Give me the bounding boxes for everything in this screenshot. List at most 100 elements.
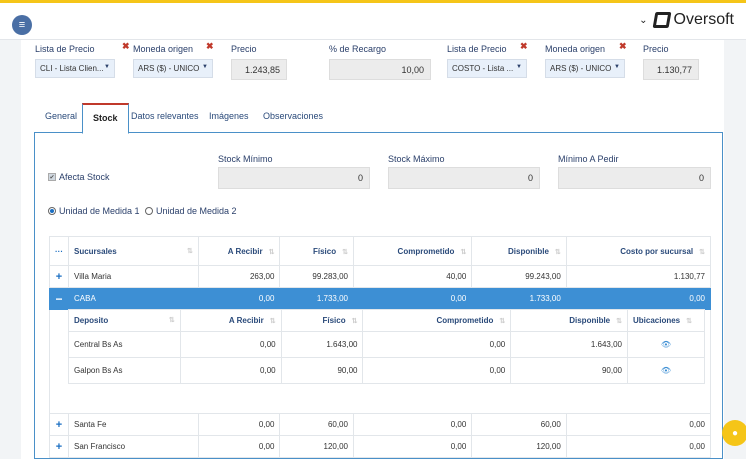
sort-icon: ⇅ [460, 248, 467, 256]
cell: 1.733,00 [471, 287, 567, 310]
cell: Santa Fe [68, 413, 199, 436]
column-header[interactable]: Comprometido ⇅ [362, 309, 512, 332]
moneda-origen-select[interactable]: ARS ($) - UNICO ▼ [133, 59, 213, 78]
cell: 0,00 [197, 435, 281, 458]
header-label: Costo por sucursal [620, 246, 694, 256]
column-header[interactable]: Disponible ⇅ [510, 309, 628, 332]
lista-precio-select[interactable]: CLI - Lista Clien... ▼ [35, 59, 115, 78]
sort-icon: ⇅ [699, 248, 705, 256]
table-row[interactable]: Galpon Bs As 0,00 90,00 0,00 90,00 👁 [68, 357, 705, 384]
cell: 1.733,00 [279, 287, 354, 310]
unidad-medida-2-radio[interactable]: Unidad de Medida 2 [145, 206, 237, 216]
unidad-medida-1-radio[interactable]: Unidad de Medida 1 [48, 206, 140, 216]
column-header[interactable]: Físico ⇅ [279, 236, 354, 266]
cell: 99.243,00 [471, 265, 567, 288]
cell: 0,00 [565, 287, 712, 310]
hamburger-icon[interactable]: ≡ [12, 15, 32, 35]
cell: CABA [68, 287, 199, 310]
column-header[interactable]: Disponible ⇅ [471, 236, 567, 266]
caret-down-icon: ▼ [516, 64, 522, 70]
tab-imagenes[interactable]: Imágenes [209, 111, 249, 121]
tab-datos-relevantes[interactable]: Datos relevantes [131, 111, 199, 121]
column-header[interactable]: Comprometido ⇅ [352, 236, 473, 266]
table-row[interactable]: + Villa Maria 263,00 99.283,00 40,00 99.… [49, 265, 712, 288]
lista-precio-select[interactable]: COSTO - Lista ... ▼ [447, 59, 527, 78]
moneda-origen-select[interactable]: ARS ($) - UNICO ▼ [545, 59, 625, 78]
field-label: Precio [231, 44, 257, 54]
tab-observaciones[interactable]: Observaciones [263, 111, 324, 121]
cell: 120,00 [279, 435, 354, 458]
table-header-row: ··· Sucursales ⇅ A Recibir ⇅ Físico ⇅ Compr… [49, 236, 712, 266]
lista-precio-costo-field: Lista de Precio ✖ COSTO - Lista ... ▼ [447, 41, 537, 84]
column-header[interactable]: Físico ⇅ [280, 309, 364, 332]
stock-minimo-input[interactable]: 0 [218, 167, 370, 189]
sort-icon: ⇅ [342, 248, 348, 256]
tab-stock[interactable]: Stock [82, 103, 129, 134]
cell: 1.643,00 [280, 331, 364, 358]
chevron-down-icon[interactable]: ⌄ [639, 14, 648, 26]
remove-icon[interactable]: ✖ [206, 41, 214, 51]
eye-icon[interactable]: 👁 [627, 331, 705, 358]
cell: 263,00 [197, 265, 281, 288]
moneda-origen-field-2: Moneda origen ✖ ARS ($) - UNICO ▼ [545, 41, 635, 84]
sort-icon: ⇅ [499, 318, 506, 325]
sort-icon: ⇅ [168, 317, 175, 324]
afecta-stock-label: Afecta Stock [59, 172, 110, 182]
recargo-field: % de Recargo 10,00 [329, 44, 439, 84]
field-label: Moneda origen [133, 44, 194, 54]
cell: Galpon Bs As [68, 357, 181, 384]
column-header[interactable]: Deposito ⇅ [68, 309, 181, 332]
brand-name: Oversoft [673, 11, 734, 28]
select-value: ARS ($) - UNICO [550, 64, 612, 73]
expand-icon[interactable]: + [49, 413, 69, 436]
expand-icon[interactable]: + [49, 265, 69, 288]
cell: 0,00 [362, 331, 512, 358]
checkmark-icon: ✔ [48, 173, 56, 181]
precio-field-2: Precio 1.130,77 [643, 44, 713, 84]
minimo-pedir-input[interactable]: 0 [558, 167, 711, 189]
tab-general[interactable]: General [45, 111, 78, 121]
cell: 0,00 [565, 413, 712, 436]
column-menu-icon[interactable]: ··· [49, 236, 69, 266]
sort-icon: ⇅ [351, 318, 358, 325]
select-value: COSTO - Lista ... [452, 64, 514, 73]
remove-icon[interactable]: ✖ [619, 41, 627, 51]
collapse-icon[interactable]: − [49, 287, 69, 310]
header-label: Físico [322, 316, 346, 325]
cell: Villa Maria [68, 265, 199, 288]
cell: 0,00 [352, 435, 473, 458]
column-header[interactable]: A Recibir ⇅ [179, 309, 282, 332]
afecta-stock-checkbox[interactable]: ✔ Afecta Stock [48, 172, 110, 182]
remove-icon[interactable]: ✖ [520, 41, 528, 51]
cell: 1.130,77 [565, 265, 712, 288]
oversoft-logo-icon [652, 12, 671, 28]
expand-icon[interactable]: + [49, 435, 69, 458]
header-label: Físico [312, 246, 337, 256]
table-row[interactable]: Central Bs As 0,00 1.643,00 0,00 1.643,0… [68, 331, 705, 358]
remove-icon[interactable]: ✖ [122, 41, 130, 51]
eye-icon[interactable]: 👁 [627, 357, 705, 384]
field-label: Lista de Precio [35, 44, 95, 54]
stock-maximo-input[interactable]: 0 [388, 167, 540, 189]
radio-selected-icon [48, 207, 56, 215]
field-label: Precio [643, 44, 669, 54]
unidad-medida-2-label: Unidad de Medida 2 [156, 206, 237, 216]
column-header[interactable]: Costo por sucursal ⇅ [565, 236, 712, 266]
brand: ⌄ Oversoft [639, 11, 734, 29]
unidad-medida-1-label: Unidad de Medida 1 [59, 206, 140, 216]
column-header[interactable]: Sucursales ⇅ [68, 236, 199, 266]
cell: 0,00 [197, 413, 281, 436]
cell: 99.283,00 [279, 265, 354, 288]
cell: 0,00 [352, 287, 473, 310]
table-row-selected[interactable]: − CABA 0,00 1.733,00 0,00 1.733,00 0,00 [49, 287, 712, 310]
column-header[interactable]: A Recibir ⇅ [197, 236, 281, 266]
recargo-input[interactable]: 10,00 [329, 59, 431, 80]
header-label: A Recibir [228, 316, 264, 325]
column-header[interactable]: Ubicaciones ⇅ [627, 309, 705, 332]
cell: 0,00 [352, 413, 473, 436]
table-row[interactable]: + Santa Fe 0,00 60,00 0,00 60,00 0,00 [49, 413, 712, 436]
table-row[interactable]: + San Francisco 0,00 120,00 0,00 120,00 … [49, 435, 712, 458]
caret-down-icon: ▼ [614, 64, 620, 70]
cell: 40,00 [352, 265, 473, 288]
chat-bubble-icon[interactable]: ● [722, 420, 746, 446]
